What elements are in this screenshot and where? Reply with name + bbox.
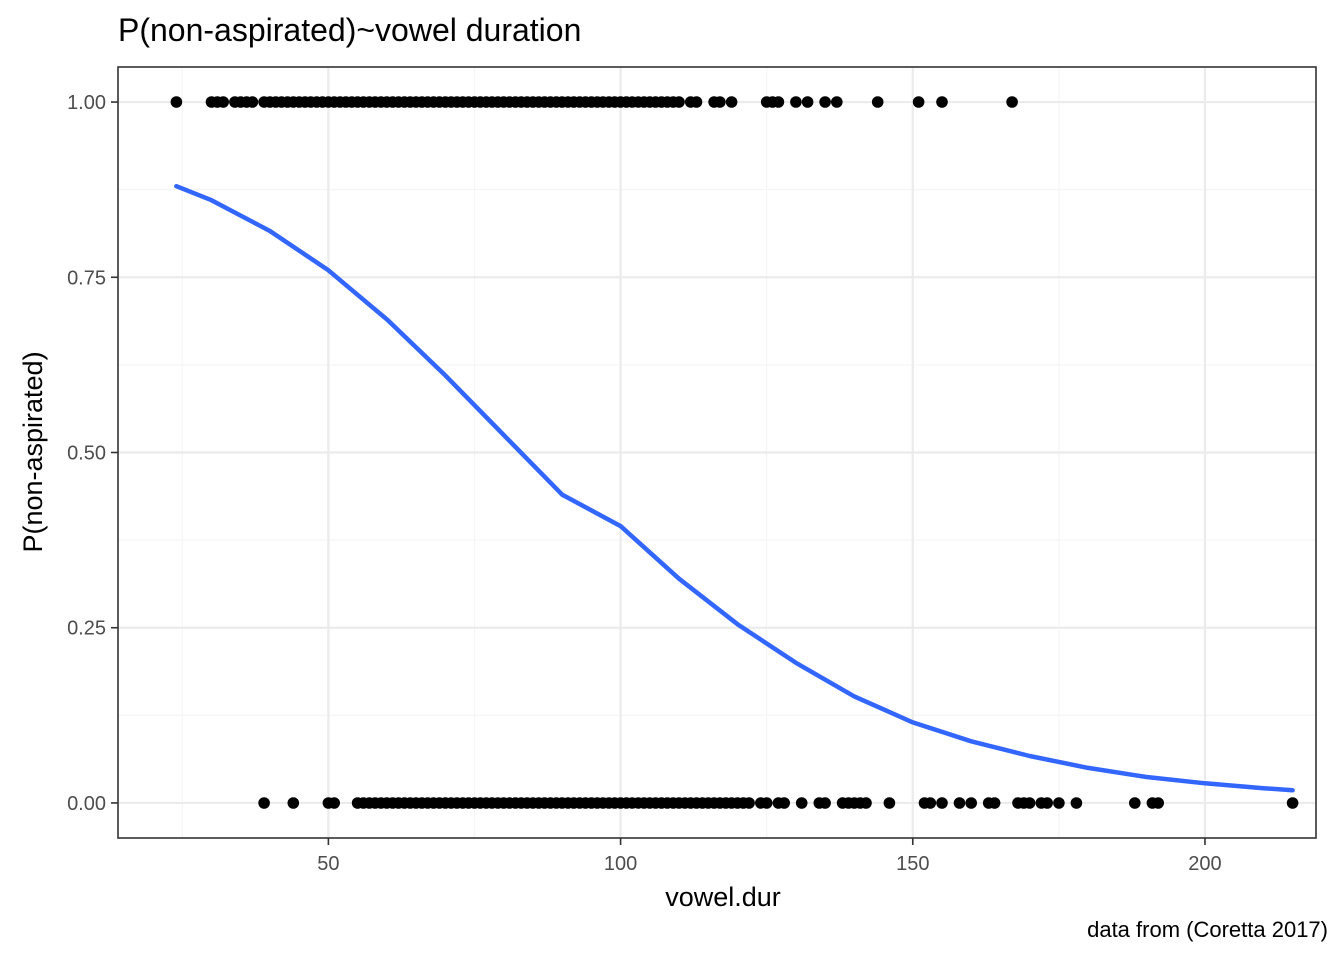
data-point — [170, 96, 183, 108]
x-tick-label: 200 — [1188, 853, 1221, 875]
data-point — [217, 96, 229, 108]
data-point — [760, 797, 773, 809]
y-tick-label: 0.00 — [67, 793, 106, 815]
data-point — [1286, 797, 1299, 809]
data-point — [778, 797, 790, 809]
data-point — [953, 797, 966, 809]
data-point — [1070, 797, 1083, 809]
data-point — [871, 96, 884, 108]
y-tick-label: 0.25 — [67, 618, 106, 640]
data-point — [258, 797, 270, 809]
data-point — [790, 96, 802, 108]
data-point — [743, 797, 755, 809]
data-point — [287, 797, 300, 809]
data-point — [860, 797, 872, 809]
data-point — [936, 797, 948, 809]
data-point — [714, 96, 726, 108]
data-point — [936, 96, 948, 108]
data-point — [795, 797, 808, 809]
points-layer — [170, 96, 1299, 809]
data-point — [819, 797, 831, 809]
fit-line — [174, 183, 1295, 793]
data-point — [1053, 797, 1065, 809]
data-point — [1006, 96, 1018, 108]
data-point — [819, 96, 831, 108]
x-axis-title: vowel.dur — [665, 882, 781, 912]
data-point — [965, 797, 977, 809]
data-point — [883, 797, 896, 809]
caption: data from (Coretta 2017) — [1087, 917, 1328, 942]
x-tick-label: 100 — [604, 853, 637, 875]
x-axis: 50 100 150 200 — [317, 838, 1222, 875]
data-point — [924, 797, 937, 809]
data-point — [1129, 797, 1141, 809]
data-point — [673, 96, 685, 108]
data-point — [690, 96, 703, 108]
x-tick-label: 50 — [317, 853, 339, 875]
y-tick-label: 1.00 — [67, 92, 106, 114]
data-point — [912, 96, 925, 108]
data-point — [725, 96, 738, 108]
fit-line-layer — [174, 183, 1295, 793]
grid — [118, 67, 1316, 838]
y-axis-title: P(non-aspirated) — [18, 351, 48, 552]
chart-title: P(non-aspirated)~vowel duration — [118, 12, 581, 48]
data-point — [246, 96, 259, 108]
data-point — [1152, 797, 1164, 809]
y-tick-label: 0.50 — [67, 443, 106, 465]
data-point — [988, 797, 1001, 809]
y-axis: 0.00 0.25 0.50 0.75 1.00 — [67, 92, 118, 815]
y-tick-label: 0.75 — [67, 267, 106, 289]
data-point — [1023, 797, 1036, 809]
data-point — [801, 96, 814, 108]
x-tick-label: 150 — [896, 853, 929, 875]
data-point — [1041, 797, 1053, 809]
data-point — [328, 797, 341, 809]
data-point — [772, 96, 785, 108]
data-point — [831, 96, 843, 108]
